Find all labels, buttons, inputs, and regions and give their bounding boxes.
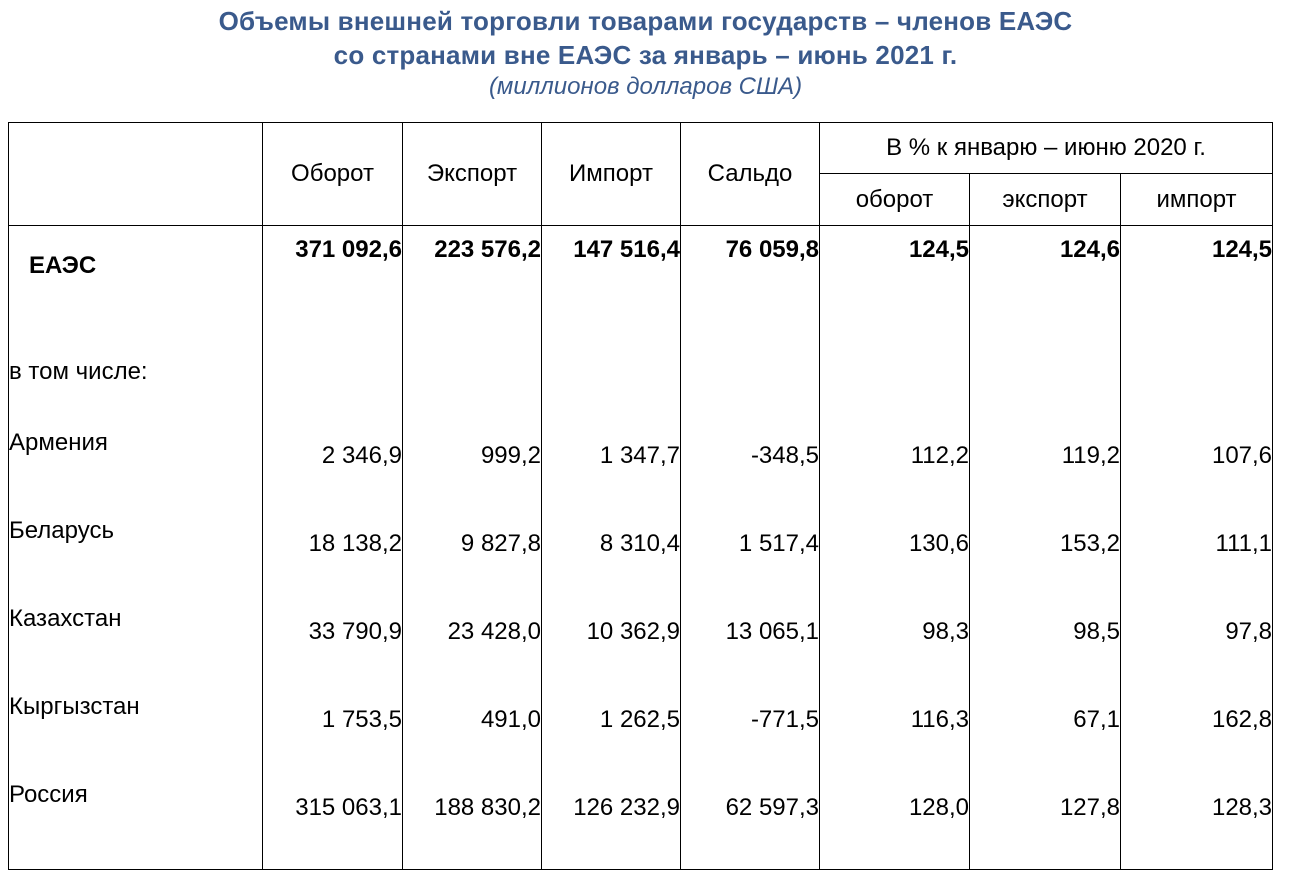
- cell-pct-turnover: 124,5: [819, 225, 970, 330]
- cell-pct-turnover: 116,3: [819, 693, 970, 781]
- cell-balance: 76 059,8: [680, 225, 820, 330]
- cell-export: 491,0: [402, 693, 542, 781]
- cell-pct-export: 153,2: [969, 517, 1121, 605]
- row-label: Беларусь: [8, 517, 263, 605]
- cell-balance: 62 597,3: [680, 781, 820, 870]
- cell-pct-export: 127,8: [969, 781, 1121, 870]
- header-import: Импорт: [541, 122, 681, 226]
- document-title: Объемы внешней торговли товарами государ…: [0, 4, 1291, 102]
- row-label: Кыргызстан: [8, 693, 263, 781]
- trade-table: Оборот Экспорт Импорт Сальдо В % к январ…: [8, 122, 1274, 870]
- cell-turnover: 33 790,9: [262, 605, 403, 693]
- cell-import: 10 362,9: [541, 605, 681, 693]
- table-row: Армения 2 346,9 999,2 1 347,7 -348,5 112…: [8, 429, 1274, 517]
- table-row: Россия 315 063,1 188 830,2 126 232,9 62 …: [8, 781, 1274, 870]
- cell-balance: 1 517,4: [680, 517, 820, 605]
- header-turnover: Оборот: [262, 122, 403, 226]
- row-label: ЕАЭС: [8, 225, 263, 330]
- cell-pct-turnover: 130,6: [819, 517, 970, 605]
- header-pct-export: экспорт: [969, 173, 1121, 226]
- cell-pct-turnover: 98,3: [819, 605, 970, 693]
- cell-pct-import: 111,1: [1119, 517, 1274, 605]
- table-row-subheading: в том числе:: [8, 330, 1274, 429]
- header-pct-turnover: оборот: [819, 173, 970, 226]
- cell-pct-import: 162,8: [1119, 693, 1274, 781]
- header-pct-import: импорт: [1119, 173, 1274, 226]
- units-subtitle: (миллионов долларов США): [488, 73, 803, 100]
- table-row-total: ЕАЭС 371 092,6 223 576,2 147 516,4 76 05…: [8, 225, 1274, 330]
- cell-turnover: 2 346,9: [262, 429, 403, 517]
- cell-turnover: 371 092,6: [262, 225, 403, 330]
- row-label: Армения: [8, 429, 263, 517]
- cell-import: 147 516,4: [541, 225, 681, 330]
- cell-export: 223 576,2: [402, 225, 542, 330]
- table-row: Кыргызстан 1 753,5 491,0 1 262,5 -771,5 …: [8, 693, 1274, 781]
- cell-pct-export: 119,2: [969, 429, 1121, 517]
- cell-turnover: 18 138,2: [262, 517, 403, 605]
- row-label: Россия: [8, 781, 263, 870]
- cell-export: 9 827,8: [402, 517, 542, 605]
- cell-pct-import: 107,6: [1119, 429, 1274, 517]
- cell-import: 1 347,7: [541, 429, 681, 517]
- title-line-2: со странами вне ЕАЭС за январь – июнь 20…: [333, 40, 958, 70]
- title-line-1: Объемы внешней торговли товарами государ…: [218, 6, 1073, 36]
- cell-export: 999,2: [402, 429, 542, 517]
- cell-pct-turnover: 128,0: [819, 781, 970, 870]
- row-label: Казахстан: [8, 605, 263, 693]
- cell-pct-export: 124,6: [969, 225, 1121, 330]
- cell-pct-import: 97,8: [1119, 605, 1274, 693]
- cell-import: 1 262,5: [541, 693, 681, 781]
- cell-pct-export: 67,1: [969, 693, 1121, 781]
- table-row: Беларусь 18 138,2 9 827,8 8 310,4 1 517,…: [8, 517, 1274, 605]
- header-percent-group: В % к январю – июню 2020 г.: [818, 122, 1274, 174]
- cell-import: 8 310,4: [541, 517, 681, 605]
- cell-pct-import: 124,5: [1119, 225, 1274, 330]
- cell-turnover: 315 063,1: [262, 781, 403, 870]
- cell-pct-turnover: 112,2: [819, 429, 970, 517]
- table-row: Казахстан 33 790,9 23 428,0 10 362,9 13 …: [8, 605, 1274, 693]
- cell-export: 188 830,2: [402, 781, 542, 870]
- cell-turnover: 1 753,5: [262, 693, 403, 781]
- cell-pct-export: 98,5: [969, 605, 1121, 693]
- header-export: Экспорт: [402, 122, 542, 226]
- cell-balance: -771,5: [680, 693, 820, 781]
- header-balance: Сальдо: [680, 122, 820, 226]
- header-empty-cell: [8, 122, 263, 226]
- cell-import: 126 232,9: [541, 781, 681, 870]
- cell-pct-import: 128,3: [1119, 781, 1274, 870]
- subheading-label: в том числе:: [8, 330, 263, 429]
- cell-balance: 13 065,1: [680, 605, 820, 693]
- cell-export: 23 428,0: [402, 605, 542, 693]
- cell-balance: -348,5: [680, 429, 820, 517]
